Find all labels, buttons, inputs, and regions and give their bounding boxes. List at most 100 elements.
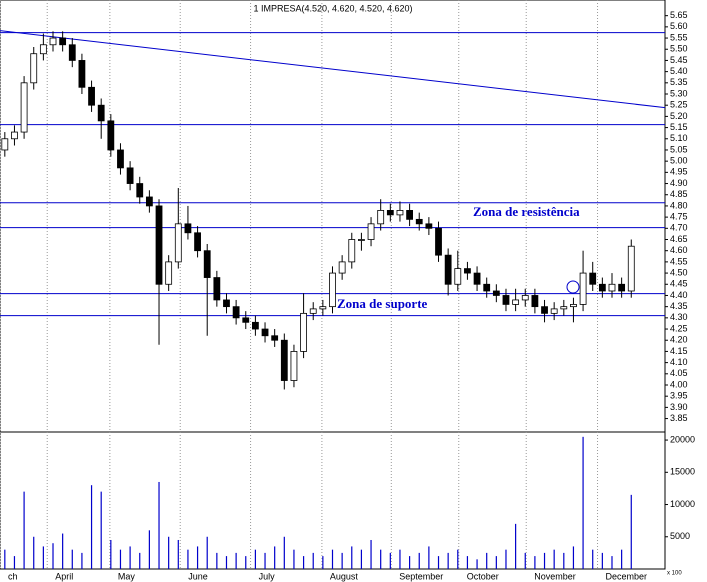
candle-body	[415, 218, 423, 225]
volume-bar	[302, 556, 305, 569]
candle-body	[521, 295, 529, 301]
y-tick-label: 4.40	[670, 290, 688, 300]
x-tick-label: ch	[8, 571, 18, 581]
volume-bar	[331, 549, 334, 569]
volume-bar	[225, 556, 228, 569]
y-tick-label: 4.85	[670, 189, 688, 199]
trendline	[0, 30, 666, 109]
volume-bar	[129, 546, 131, 569]
volume-bar	[418, 552, 420, 569]
candle-body	[386, 210, 394, 216]
y-tick-label: 5.20	[670, 111, 688, 121]
candle-body	[88, 86, 95, 106]
y-tick-label: 4.90	[670, 178, 688, 188]
chart-title: 1 IMPRESA(4.520, 4.620, 4.520, 4.620)	[253, 3, 412, 13]
volume-bar	[360, 549, 363, 569]
volume-bar	[543, 552, 546, 569]
x-tick-label: April	[55, 571, 73, 581]
x-tick-label: October	[467, 571, 499, 581]
candle-body	[444, 254, 452, 285]
x-tick-label: August	[330, 571, 359, 581]
y-tick-label: 5.00	[670, 156, 688, 166]
volume-bar	[553, 549, 555, 569]
candle-body	[1, 138, 9, 151]
candle-body	[464, 268, 471, 274]
candle-body	[483, 283, 491, 292]
candle-body	[223, 299, 230, 308]
candle-body	[49, 37, 57, 46]
candle-body	[39, 44, 47, 55]
volume-bar	[62, 533, 64, 569]
candle-body	[126, 167, 134, 184]
volume-bar	[630, 494, 632, 569]
candle-body	[579, 272, 587, 305]
volume-bar	[196, 546, 199, 569]
y-tick-label: 3.85	[670, 413, 688, 423]
candle-body	[377, 210, 385, 225]
candle-body	[165, 261, 173, 285]
volume-bar	[52, 543, 54, 569]
y-tick-label: 4.10	[670, 357, 688, 367]
x-tick-label: July	[259, 571, 276, 581]
volume-bar	[168, 536, 170, 569]
y-tick-label: 4.30	[670, 312, 688, 322]
candle-body	[300, 312, 307, 352]
candle-body	[59, 37, 67, 46]
candle-body	[512, 299, 520, 305]
candle-body	[155, 205, 163, 285]
volume-bar	[447, 552, 449, 569]
volume-bar	[42, 546, 44, 569]
y-tick-label: 4.00	[670, 379, 688, 389]
volume-bar	[264, 552, 266, 569]
y-tick-label: 4.20	[670, 335, 688, 345]
volume-bar	[437, 556, 440, 569]
y-tick-label: 4.15	[670, 346, 688, 356]
candle-body	[598, 283, 606, 292]
y-tick-label: 4.95	[670, 167, 688, 177]
candle-body	[396, 210, 404, 216]
y-tick-label: 3.95	[670, 391, 688, 401]
candle-body	[454, 268, 462, 285]
volume-bar	[23, 491, 25, 569]
candle-body	[145, 196, 153, 207]
volume-bar	[81, 552, 83, 569]
volume-bar	[110, 539, 112, 569]
volume-tick-label: 5000	[670, 531, 690, 541]
volume-bar	[582, 436, 584, 569]
volume-bar	[563, 552, 565, 569]
volume-bar	[457, 549, 459, 569]
candle-body	[492, 290, 500, 296]
volume-bar	[592, 549, 594, 569]
candle-body	[174, 223, 182, 263]
volume-bar	[293, 549, 295, 569]
volume-bar	[524, 552, 526, 569]
volume-bar	[486, 552, 488, 569]
smiley-marker	[566, 280, 580, 294]
candle-body	[550, 308, 558, 314]
volume-bar	[235, 552, 237, 569]
volume-bar	[380, 549, 382, 569]
volume-bar	[100, 491, 102, 569]
volume-bar	[216, 552, 218, 569]
candle-body	[97, 104, 105, 122]
volume-bar	[409, 556, 411, 569]
candle-body	[435, 227, 442, 256]
y-tick-label: 5.10	[670, 133, 688, 143]
candle-body	[627, 245, 635, 292]
y-tick-label: 5.30	[670, 88, 688, 98]
volume-bar	[428, 546, 430, 569]
volume-bar	[187, 549, 189, 569]
candle-body	[194, 232, 201, 252]
volume-unit-label: x 100	[667, 571, 682, 577]
volume-bar	[177, 539, 179, 569]
candle-body	[367, 223, 375, 240]
candle-body	[309, 308, 317, 314]
candle-body	[20, 82, 28, 133]
annotation: Zona de suporte	[337, 296, 428, 311]
x-tick-label: September	[399, 571, 443, 581]
volume-bar	[90, 485, 93, 569]
candle-body	[136, 183, 144, 198]
volume-bar	[341, 552, 343, 569]
candle-body	[319, 306, 327, 310]
